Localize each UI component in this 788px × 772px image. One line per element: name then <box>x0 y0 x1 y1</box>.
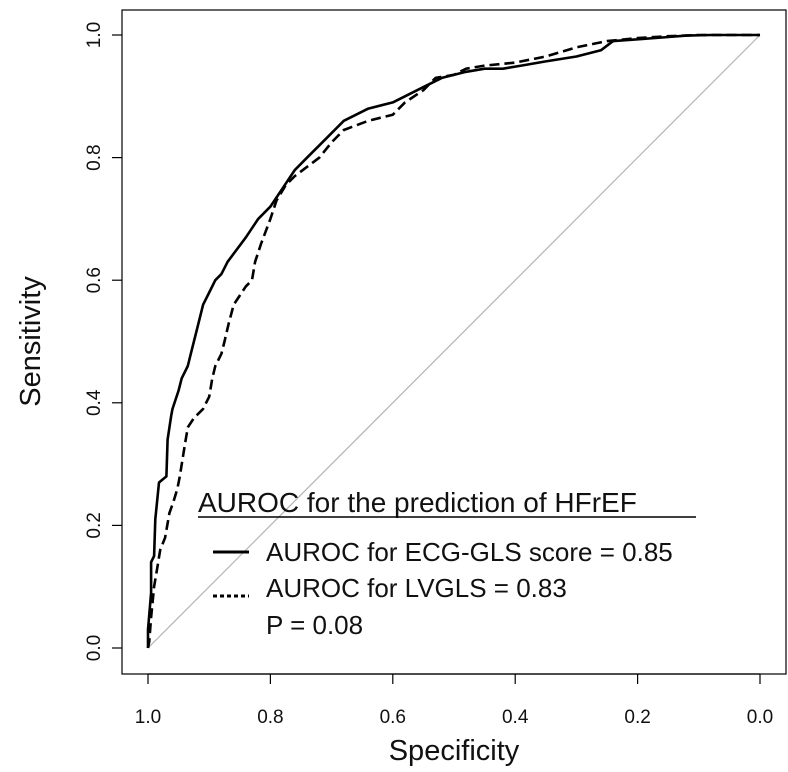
roc-curve-lvgls <box>146 33 760 649</box>
legend-entry-dotted: AUROC for LVGLS = 0.83 <box>266 573 567 603</box>
legend-p-value: P = 0.08 <box>266 610 363 640</box>
x-tick-label: 0.8 <box>257 707 283 728</box>
y-tick-label: 0.8 <box>84 144 105 170</box>
x-axis-title: Specificity <box>389 735 520 767</box>
x-tick-label: 0.2 <box>624 707 650 728</box>
y-tick-label: 0.4 <box>84 389 105 416</box>
y-tick-label: 0.0 <box>84 635 105 661</box>
legend-title: AUROC for the prediction of HFrEF <box>198 487 637 518</box>
x-tick-label: 0.0 <box>747 707 773 728</box>
y-tick-label: 1.0 <box>84 22 105 48</box>
y-tick-label: 0.2 <box>84 512 105 538</box>
axis-layer: 1.0 0.8 0.6 0.4 0.2 0.0 0.0 0.2 0.4 0.6 0.8 1.0 <box>84 9 787 728</box>
legend-layer: AUROC for the prediction of HFrEF AUROC … <box>198 487 696 640</box>
y-tick-label: 0.6 <box>84 267 105 293</box>
legend-entry-solid: AUROC for ECG-GLS score = 0.85 <box>266 537 673 567</box>
y-axis-title: Sensitivity <box>15 276 47 407</box>
x-tick-label: 0.6 <box>380 707 406 728</box>
x-tick-label: 0.4 <box>502 707 529 728</box>
x-tick-label: 1.0 <box>135 707 161 728</box>
roc-curve-ecg-gls <box>146 33 760 648</box>
diagonal-reference-line <box>147 34 761 649</box>
plot-layer <box>146 33 761 649</box>
